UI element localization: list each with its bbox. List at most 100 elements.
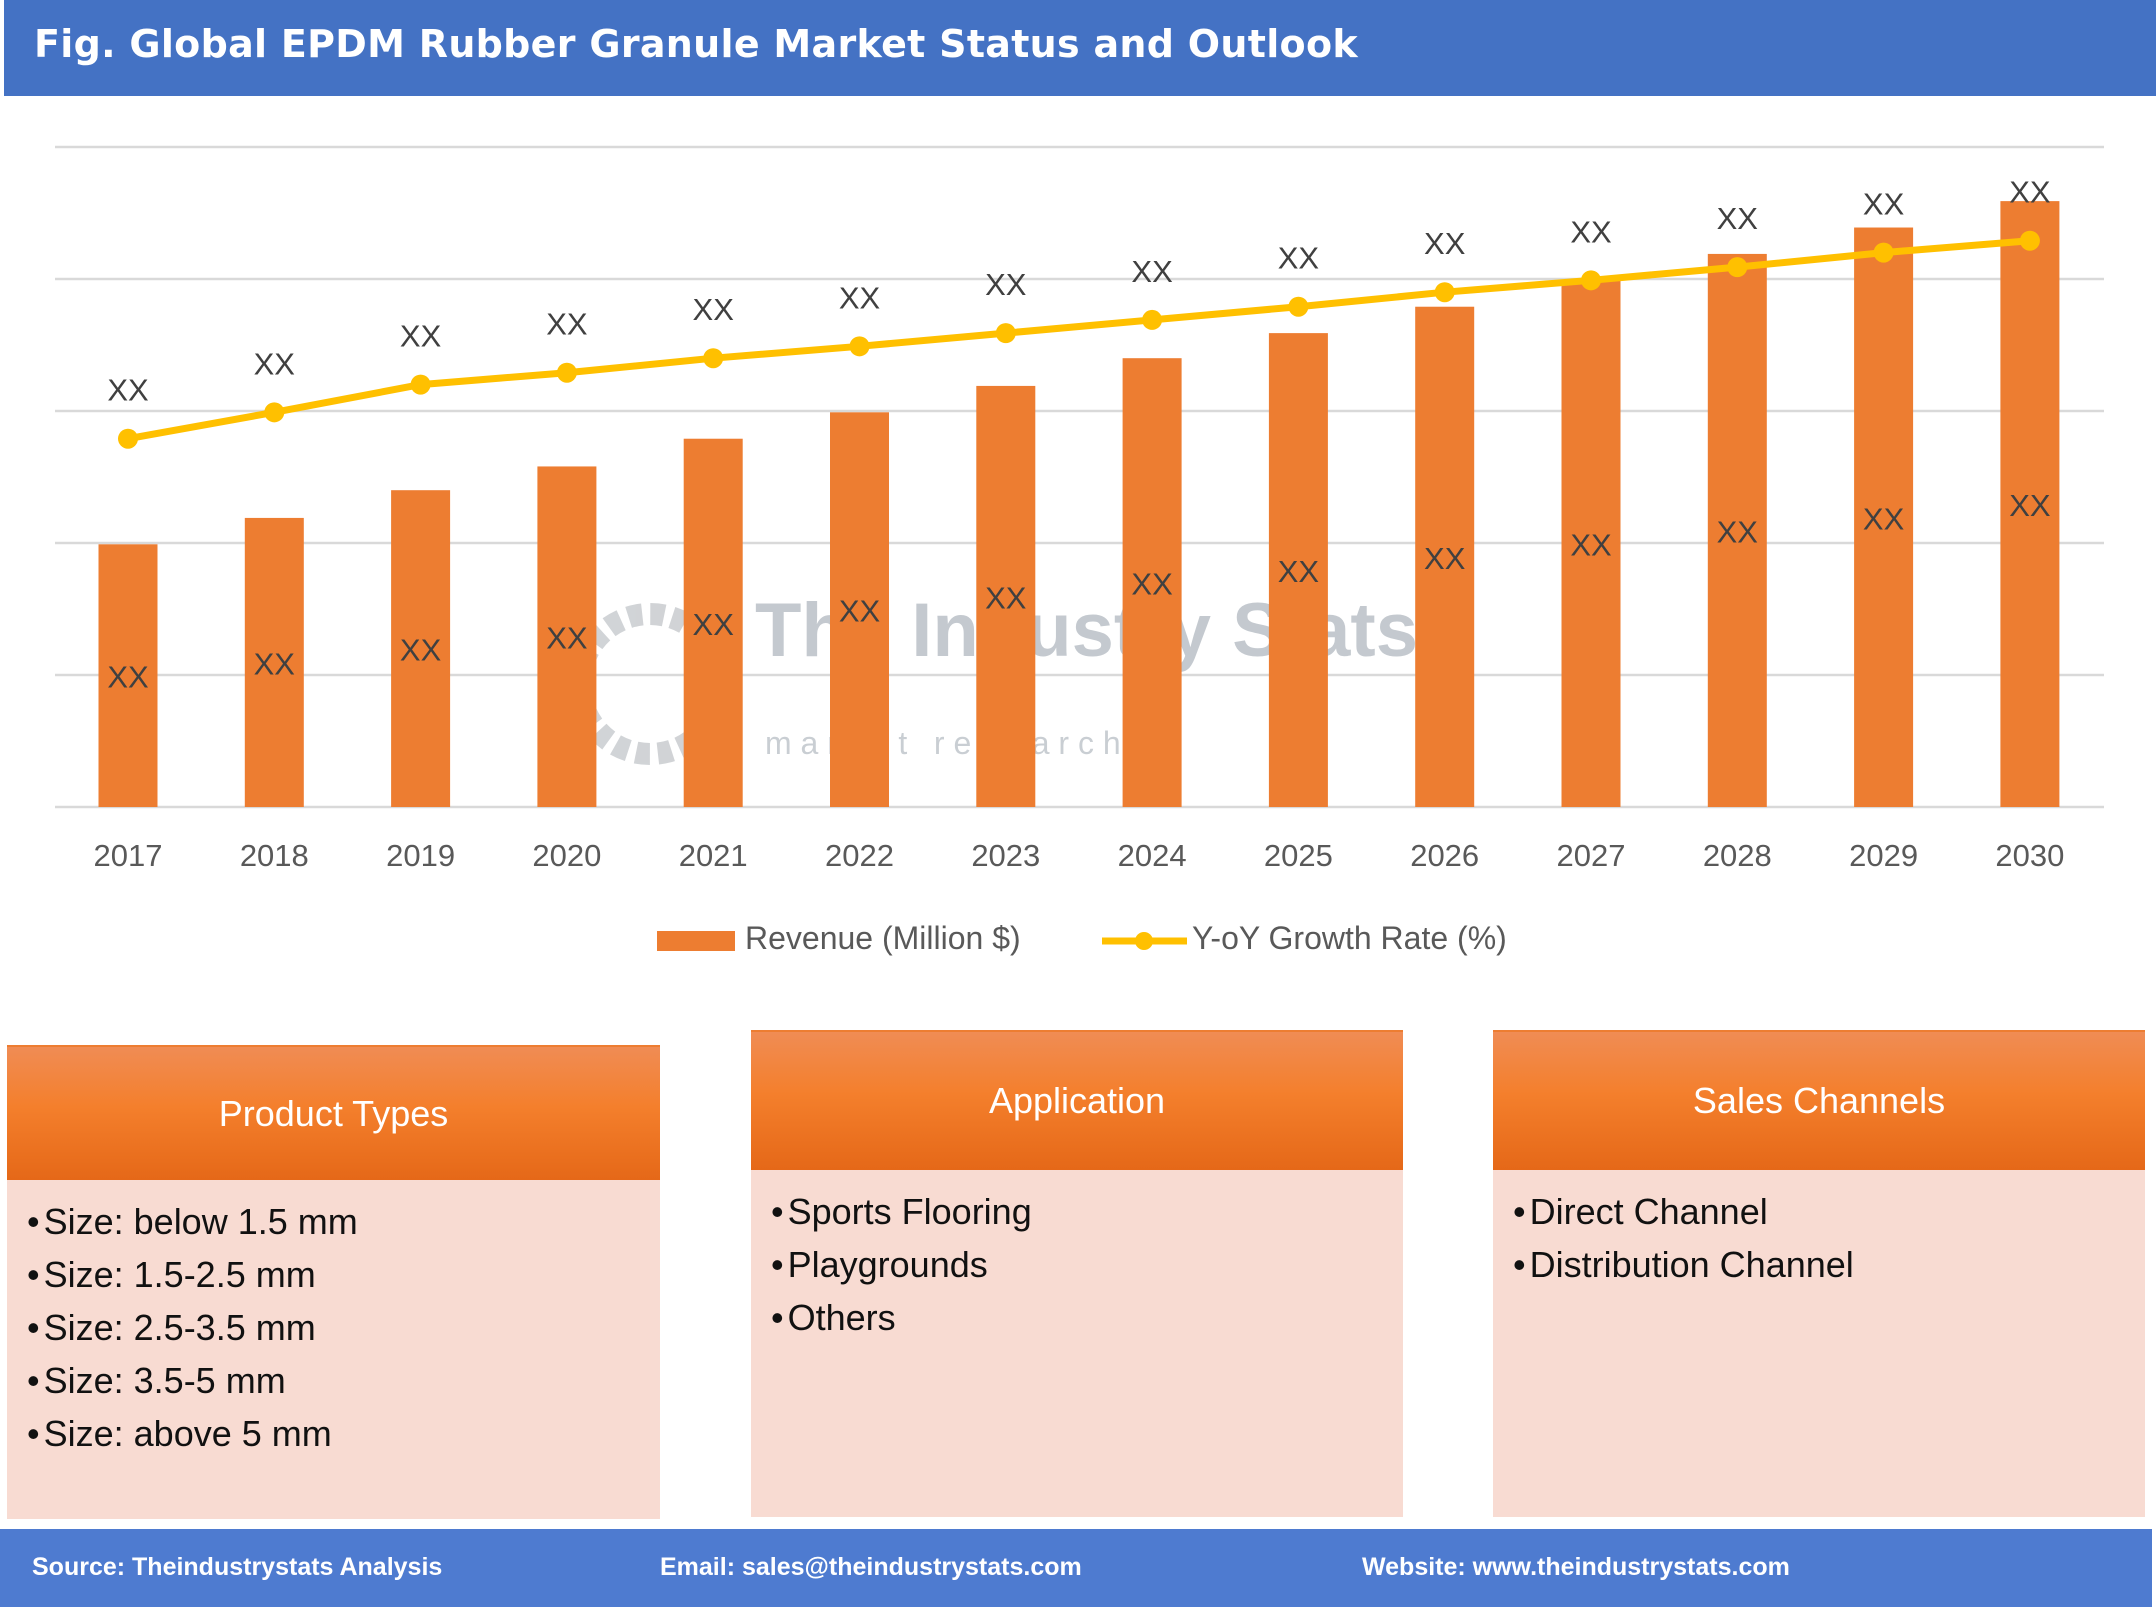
growth-point-2021 (703, 348, 724, 369)
application-box: Application Sports FlooringPlaygroundsOt… (751, 1030, 1403, 1517)
x-tick-label: 2024 (1118, 838, 1187, 873)
footer-bar: Source: Theindustrystats Analysis Email:… (0, 1529, 2152, 1607)
bar-data-label: XX (1278, 554, 1320, 589)
list-item: Distribution Channel (1513, 1238, 1854, 1291)
box-title: Product Types (7, 1045, 660, 1180)
legend-swatch-revenue (657, 931, 735, 951)
bar-2018 (244, 517, 304, 807)
bar-data-label: XX (107, 660, 149, 695)
growth-point-2024 (1142, 309, 1163, 330)
footer-email[interactable]: Email: sales@theindustrystats.com (660, 1553, 1082, 1581)
sales-channels-box: Sales Channels Direct ChannelDistributio… (1493, 1030, 2145, 1517)
line-data-label: XX (1131, 254, 1173, 289)
bar-2021 (683, 438, 743, 807)
watermark-tagline: m a r k e t r e s e a r c h (765, 725, 1121, 761)
growth-point-2029 (1873, 242, 1894, 263)
bar-data-label: XX (1717, 514, 1759, 549)
bar-data-label: XX (1863, 501, 1905, 536)
bar-2024 (1122, 358, 1182, 807)
bar-data-label: XX (254, 646, 296, 681)
footer-source: Source: Theindustrystats Analysis (32, 1553, 443, 1581)
line-data-label: XX (107, 373, 149, 408)
footer-website[interactable]: Website: www.theindustrystats.com (1362, 1553, 1790, 1581)
x-tick-label: 2023 (971, 838, 1040, 873)
list-item: Size: below 1.5 mm (27, 1195, 358, 1248)
gridlines (55, 145, 2104, 809)
x-tick-label: 2017 (94, 838, 163, 873)
line-data-label: XX (400, 319, 442, 354)
line-data-label: XX (839, 280, 881, 315)
growth-point-2030 (2019, 230, 2040, 251)
legend-label-growth: Y-oY Growth Rate (%) (1192, 920, 1507, 956)
growth-point-2017 (118, 428, 138, 449)
bar-data-label: XX (985, 580, 1027, 615)
product-types-box: Product Types Size: below 1.5 mmSize: 1.… (7, 1045, 660, 1519)
page-title: Fig. Global EPDM Rubber Granule Market S… (34, 22, 1358, 66)
growth-point-2026 (1434, 282, 1455, 303)
bar-data-label: XX (1570, 528, 1612, 563)
line-data-label: XX (546, 307, 588, 342)
legend: Revenue (Million $) Y-oY Growth Rate (%) (657, 920, 1507, 956)
list-item: Playgrounds (771, 1238, 1032, 1291)
list-item: Size: 2.5-3.5 mm (27, 1301, 358, 1354)
line-data-label: XX (1863, 187, 1905, 222)
x-tick-label: 2027 (1557, 838, 1626, 873)
list-item: Size: 3.5-5 mm (27, 1354, 358, 1407)
x-tick-label: 2025 (1264, 838, 1333, 873)
line-data-label: XX (693, 292, 735, 327)
x-tick-label: 2030 (1995, 838, 2064, 873)
box-title: Application (751, 1030, 1403, 1170)
bar-data-label: XX (1131, 567, 1173, 602)
list-item: Others (771, 1291, 1032, 1344)
bar-2025 (1268, 333, 1328, 807)
bar-2029 (1854, 227, 1914, 807)
x-tick-label: 2019 (386, 838, 455, 873)
bar-2030 (2000, 201, 2060, 807)
growth-point-2028 (1727, 257, 1748, 278)
bar-2020 (537, 466, 597, 807)
line-data-label: XX (254, 346, 296, 381)
bar-2027 (1561, 280, 1621, 807)
growth-point-2019 (410, 374, 431, 395)
sales-channels-list: Direct ChannelDistribution Channel (1513, 1185, 1854, 1291)
line-data-label: XX (985, 267, 1027, 302)
x-tick-label: 2022 (825, 838, 894, 873)
line-data-label: XX (2009, 175, 2051, 210)
bar-2028 (1707, 253, 1767, 808)
bar-data-label: XX (839, 594, 881, 629)
x-tick-label: 2021 (679, 838, 748, 873)
bar-data-label: XX (693, 607, 735, 642)
bar-2017 (98, 544, 158, 807)
bar-2023 (976, 385, 1036, 807)
bar-data-label: XX (2009, 488, 2051, 523)
growth-point-2022 (849, 336, 870, 357)
list-item: Size: above 5 mm (27, 1407, 358, 1460)
growth-point-2018 (264, 402, 285, 423)
application-list: Sports FlooringPlaygroundsOthers (771, 1185, 1032, 1344)
growth-point-2025 (1288, 296, 1309, 317)
list-item: Sports Flooring (771, 1185, 1032, 1238)
line-data-label: XX (1570, 214, 1612, 249)
legend-label-revenue: Revenue (Million $) (745, 920, 1021, 956)
bar-data-label: XX (1424, 541, 1466, 576)
x-tick-label: 2020 (532, 838, 601, 873)
growth-point-2023 (995, 323, 1016, 344)
bar-data-label: XX (400, 633, 442, 668)
bar-2026 (1415, 306, 1475, 807)
header-bar: Fig. Global EPDM Rubber Granule Market S… (4, 0, 2156, 96)
box-title: Sales Channels (1493, 1030, 2145, 1170)
line-data-label: XX (1278, 241, 1320, 276)
x-tick-label: 2026 (1410, 838, 1479, 873)
bar-2019 (391, 490, 451, 807)
growth-point-2027 (1581, 270, 1601, 291)
bar-data-label: XX (546, 621, 588, 656)
product-types-list: Size: below 1.5 mmSize: 1.5-2.5 mmSize: … (27, 1195, 358, 1460)
line-data-label: XX (1424, 226, 1466, 261)
list-item: Direct Channel (1513, 1185, 1854, 1238)
line-data-label: XX (1717, 201, 1759, 236)
list-item: Size: 1.5-2.5 mm (27, 1248, 358, 1301)
growth-line (127, 237, 2031, 443)
x-tick-label: 2018 (240, 838, 309, 873)
market-chart: The Industry Stats m a r k e t r e s e a… (55, 145, 2104, 956)
x-tick-label: 2029 (1849, 838, 1918, 873)
